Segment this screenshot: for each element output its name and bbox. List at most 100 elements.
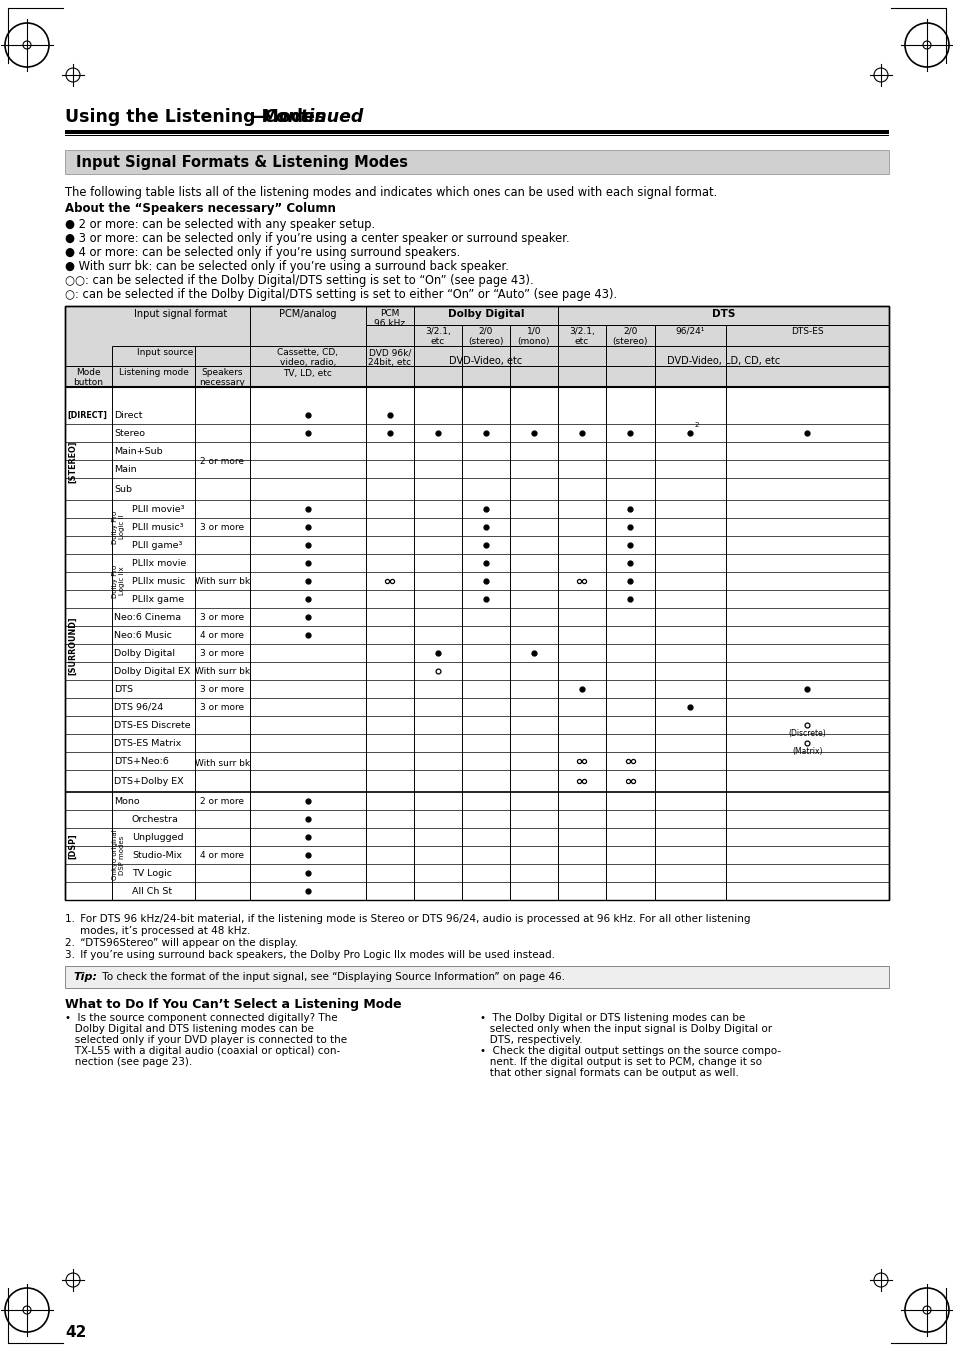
Text: 3 or more: 3 or more	[200, 685, 244, 693]
Text: PLII game³: PLII game³	[132, 540, 182, 550]
Text: DTS-ES: DTS-ES	[790, 327, 823, 336]
Text: 2/0
(stereo): 2/0 (stereo)	[612, 327, 648, 346]
Text: Dolby Pro
Logic IIx: Dolby Pro Logic IIx	[112, 565, 126, 597]
Text: that other signal formats can be output as well.: that other signal formats can be output …	[479, 1069, 739, 1078]
Text: With surr bk: With surr bk	[194, 577, 250, 585]
Text: DTS-ES Matrix: DTS-ES Matrix	[113, 739, 181, 747]
Text: •  Is the source component connected digitally? The: • Is the source component connected digi…	[65, 1013, 337, 1023]
Text: (Discrete): (Discrete)	[788, 730, 825, 738]
Bar	[65, 130, 888, 134]
Text: 3 or more: 3 or more	[200, 523, 244, 531]
Text: selected only if your DVD player is connected to the: selected only if your DVD player is conn…	[65, 1035, 347, 1046]
Text: Mono: Mono	[113, 797, 139, 805]
Text: Onkyo original
DSP modes: Onkyo original DSP modes	[112, 830, 126, 881]
Text: 3 or more: 3 or more	[200, 612, 244, 621]
Text: 3. If you’re using surround back speakers, the Dolby Pro Logic IIx modes will be: 3. If you’re using surround back speaker…	[65, 950, 555, 961]
Text: —: —	[251, 108, 268, 126]
Text: 4 or more: 4 or more	[200, 631, 244, 639]
Text: 3 or more: 3 or more	[200, 648, 244, 658]
Text: Direct: Direct	[113, 411, 142, 420]
Text: 3 or more: 3 or more	[200, 703, 244, 712]
Text: About the “Speakers necessary” Column: About the “Speakers necessary” Column	[65, 203, 335, 215]
Bar	[65, 305, 888, 386]
Text: DTS+Neo:6: DTS+Neo:6	[113, 757, 169, 766]
Text: Dolby Digital EX: Dolby Digital EX	[113, 666, 191, 676]
Text: Sub: Sub	[113, 485, 132, 493]
Text: Orchestra: Orchestra	[132, 815, 178, 824]
Text: •  The Dolby Digital or DTS listening modes can be: • The Dolby Digital or DTS listening mod…	[479, 1013, 744, 1023]
Text: DTS 96/24: DTS 96/24	[113, 703, 163, 712]
Text: PLIIx music: PLIIx music	[132, 577, 185, 585]
Text: Stereo: Stereo	[113, 428, 145, 438]
Text: Neo:6 Music: Neo:6 Music	[113, 631, 172, 639]
Text: DTS: DTS	[711, 309, 735, 319]
Text: PLIIx game: PLIIx game	[132, 594, 184, 604]
Text: DVD 96k/
24bit, etc: DVD 96k/ 24bit, etc	[368, 349, 411, 367]
Text: Speakers
necessary: Speakers necessary	[199, 367, 245, 388]
Text: Dolby Digital: Dolby Digital	[447, 309, 524, 319]
Text: [SURROUND]: [SURROUND]	[69, 616, 77, 676]
Text: ● With surr bk: can be selected only if you’re using a surround back speaker.: ● With surr bk: can be selected only if …	[65, 259, 508, 273]
Text: Studio-Mix: Studio-Mix	[132, 851, 182, 859]
Bar	[65, 150, 888, 174]
Text: (Matrix): (Matrix)	[791, 747, 821, 757]
Text: PCM
96 kHz: PCM 96 kHz	[374, 309, 405, 328]
Text: DTS: DTS	[113, 685, 132, 693]
Text: Main+Sub: Main+Sub	[113, 446, 162, 455]
Text: Listening mode: Listening mode	[118, 367, 189, 377]
Text: [DSP]: [DSP]	[69, 834, 77, 859]
Text: Unplugged: Unplugged	[132, 832, 183, 842]
Text: Neo:6 Cinema: Neo:6 Cinema	[113, 612, 181, 621]
Text: 2 or more: 2 or more	[200, 458, 244, 466]
Text: TV Logic: TV Logic	[132, 869, 172, 878]
Text: nection (see page 23).: nection (see page 23).	[65, 1056, 193, 1067]
Text: With surr bk: With surr bk	[194, 666, 250, 676]
Text: Dolby Digital and DTS listening modes can be: Dolby Digital and DTS listening modes ca…	[65, 1024, 314, 1034]
Text: 2 or more: 2 or more	[200, 797, 244, 805]
Text: Dolby Pro
Logic II: Dolby Pro Logic II	[112, 511, 126, 543]
Text: [DIRECT]: [DIRECT]	[67, 411, 107, 420]
Text: ● 4 or more: can be selected only if you’re using surround speakers.: ● 4 or more: can be selected only if you…	[65, 246, 459, 259]
Text: Mode
button: Mode button	[73, 367, 103, 388]
Text: With surr bk: With surr bk	[194, 758, 250, 767]
Text: PLII movie³: PLII movie³	[132, 504, 184, 513]
Text: What to Do If You Can’t Select a Listening Mode: What to Do If You Can’t Select a Listeni…	[65, 998, 401, 1011]
Text: •  Check the digital output settings on the source compo-: • Check the digital output settings on t…	[479, 1046, 781, 1056]
Text: nent. If the digital output is set to PCM, change it so: nent. If the digital output is set to PC…	[479, 1056, 761, 1067]
Text: DTS+Dolby EX: DTS+Dolby EX	[113, 777, 183, 785]
Text: 2. “DTS96Stereo” will appear on the display.: 2. “DTS96Stereo” will appear on the disp…	[65, 938, 297, 948]
Text: selected only when the input signal is Dolby Digital or: selected only when the input signal is D…	[479, 1024, 771, 1034]
Text: DTS-ES Discrete: DTS-ES Discrete	[113, 720, 191, 730]
Text: 4 or more: 4 or more	[200, 851, 244, 859]
Text: 42: 42	[65, 1325, 87, 1340]
Text: PLII music³: PLII music³	[132, 523, 183, 531]
Text: 1/0
(mono): 1/0 (mono)	[517, 327, 550, 346]
Text: DVD-Video, etc: DVD-Video, etc	[449, 357, 522, 366]
Text: 96/24¹: 96/24¹	[675, 327, 704, 336]
Text: modes, it’s processed at 48 kHz.: modes, it’s processed at 48 kHz.	[80, 925, 250, 936]
Text: All Ch St: All Ch St	[132, 886, 172, 896]
Text: 2: 2	[694, 422, 699, 428]
Text: Cassette, CD,
video, radio,
TV, LD, etc: Cassette, CD, video, radio, TV, LD, etc	[277, 349, 338, 378]
Text: Dolby Digital: Dolby Digital	[113, 648, 174, 658]
Text: Input Signal Formats & Listening Modes: Input Signal Formats & Listening Modes	[76, 155, 408, 170]
Text: Input signal format: Input signal format	[134, 309, 228, 319]
Text: DTS, respectively.: DTS, respectively.	[479, 1035, 582, 1046]
Text: 3/2.1,
etc: 3/2.1, etc	[569, 327, 595, 346]
Text: Using the Listening Modes: Using the Listening Modes	[65, 108, 325, 126]
Text: DVD-Video, LD, CD, etc: DVD-Video, LD, CD, etc	[666, 357, 780, 366]
Text: Continued: Continued	[263, 108, 363, 126]
Bar	[65, 305, 888, 900]
Text: ○○: can be selected if the Dolby Digital/DTS setting is set to “On” (see page 43: ○○: can be selected if the Dolby Digital…	[65, 274, 533, 286]
Text: ● 2 or more: can be selected with any speaker setup.: ● 2 or more: can be selected with any sp…	[65, 218, 375, 231]
Text: To check the format of the input signal, see “Displaying Source Information” on : To check the format of the input signal,…	[99, 971, 564, 982]
Text: 2/0
(stereo): 2/0 (stereo)	[468, 327, 503, 346]
Text: Tip:: Tip:	[73, 971, 97, 982]
Text: TX-L55 with a digital audio (coaxial or optical) con-: TX-L55 with a digital audio (coaxial or …	[65, 1046, 340, 1056]
Text: The following table lists all of the listening modes and indicates which ones ca: The following table lists all of the lis…	[65, 186, 717, 199]
Text: Main: Main	[113, 465, 136, 473]
Text: ● 3 or more: can be selected only if you’re using a center speaker or surround s: ● 3 or more: can be selected only if you…	[65, 232, 569, 245]
Text: PCM/analog: PCM/analog	[279, 309, 336, 319]
Text: [STEREO]: [STEREO]	[69, 440, 77, 484]
Bar	[65, 966, 888, 988]
